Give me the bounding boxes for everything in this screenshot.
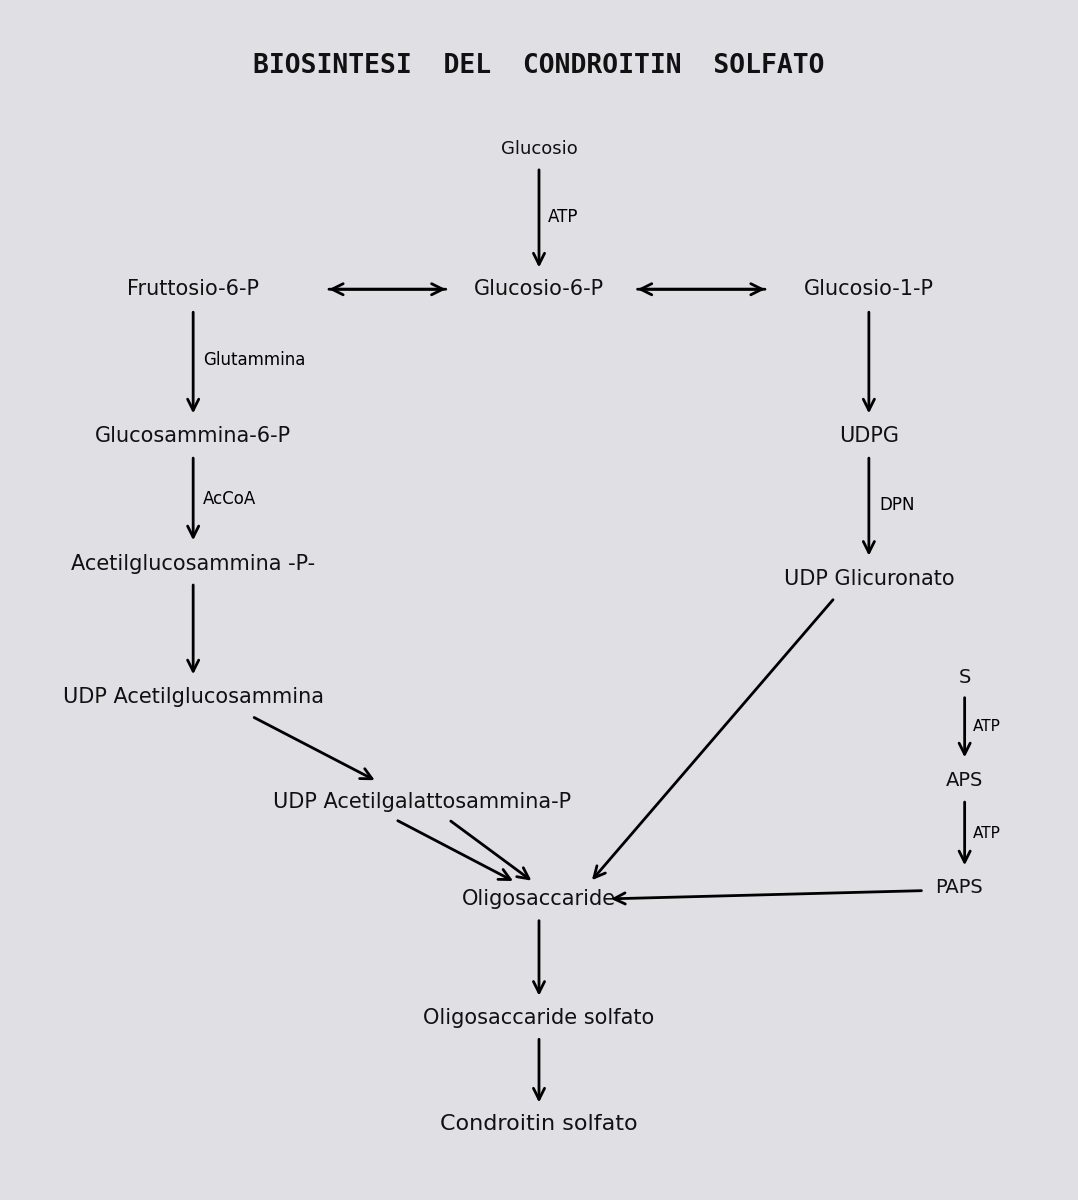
Text: UDP Acetilgalattosammina-P: UDP Acetilgalattosammina-P [273,792,571,811]
Text: Condroitin solfato: Condroitin solfato [440,1115,638,1134]
Text: Acetilglucosammina -P-: Acetilglucosammina -P- [71,554,315,575]
Text: Glucosammina-6-P: Glucosammina-6-P [95,426,291,446]
Text: Glucosio-6-P: Glucosio-6-P [474,280,604,299]
Text: DPN: DPN [880,496,915,514]
Text: AcCoA: AcCoA [203,490,255,508]
Text: ATP: ATP [973,720,1001,734]
Text: Oligosaccaride: Oligosaccaride [462,889,616,908]
Text: BIOSINTESI  DEL  CONDROITIN  SOLFATO: BIOSINTESI DEL CONDROITIN SOLFATO [253,53,825,79]
Text: Oligosaccaride solfato: Oligosaccaride solfato [424,1008,654,1027]
Text: PAPS: PAPS [936,877,983,896]
Text: UDP Glicuronato: UDP Glicuronato [784,569,954,589]
Text: Glutammina: Glutammina [203,352,305,370]
Text: Glucosio: Glucosio [500,140,578,158]
Text: APS: APS [946,770,983,790]
Text: UDP Acetilglucosammina: UDP Acetilglucosammina [63,688,323,707]
Text: Fruttosio-6-P: Fruttosio-6-P [127,280,259,299]
Text: UDPG: UDPG [839,426,899,446]
Text: Glucosio-1-P: Glucosio-1-P [804,280,934,299]
Text: S: S [958,667,971,686]
Text: ATP: ATP [973,826,1001,841]
Text: ATP: ATP [548,208,578,226]
